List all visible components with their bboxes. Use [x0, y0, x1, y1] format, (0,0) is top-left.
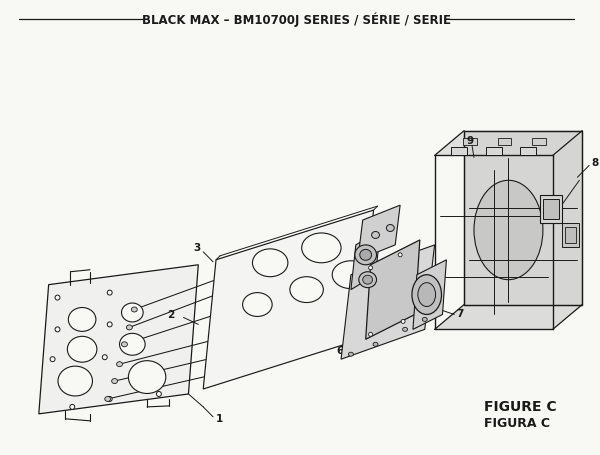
Ellipse shape [107, 396, 112, 401]
Text: FIGURE C: FIGURE C [484, 400, 556, 414]
Ellipse shape [107, 290, 112, 295]
Ellipse shape [360, 249, 371, 260]
Text: 7: 7 [456, 309, 464, 319]
Ellipse shape [67, 336, 97, 362]
Ellipse shape [122, 342, 127, 347]
Bar [451, 147, 467, 156]
Ellipse shape [371, 232, 379, 238]
Text: 9: 9 [466, 136, 473, 146]
Ellipse shape [242, 293, 272, 317]
Ellipse shape [349, 352, 353, 356]
Text: 3: 3 [193, 243, 200, 253]
Text: 4: 4 [326, 313, 334, 323]
Bar [497, 137, 511, 145]
Ellipse shape [474, 180, 543, 280]
Polygon shape [203, 210, 374, 389]
Ellipse shape [55, 327, 60, 332]
Ellipse shape [422, 318, 427, 321]
Text: FIGURA C: FIGURA C [484, 417, 550, 430]
Polygon shape [39, 265, 199, 414]
Polygon shape [365, 240, 420, 339]
Ellipse shape [157, 391, 161, 396]
Polygon shape [434, 131, 582, 156]
Ellipse shape [302, 233, 341, 263]
Polygon shape [351, 230, 380, 290]
Text: 5: 5 [336, 247, 343, 257]
Ellipse shape [386, 224, 394, 232]
Ellipse shape [403, 328, 407, 331]
Polygon shape [553, 131, 582, 329]
Ellipse shape [105, 396, 110, 401]
Ellipse shape [412, 275, 442, 314]
Ellipse shape [359, 272, 377, 288]
Ellipse shape [131, 307, 137, 312]
Ellipse shape [55, 295, 60, 300]
Text: BLACK MAX – BM10700J SERIES / SÉRIE / SERIE: BLACK MAX – BM10700J SERIES / SÉRIE / SE… [142, 12, 451, 26]
Ellipse shape [58, 366, 92, 396]
Polygon shape [341, 245, 434, 359]
Ellipse shape [70, 404, 75, 410]
Bar [540, 195, 562, 223]
Bar [486, 147, 502, 156]
Ellipse shape [398, 253, 402, 257]
Ellipse shape [363, 275, 373, 284]
Text: 2: 2 [167, 310, 174, 320]
Ellipse shape [355, 245, 377, 265]
Bar [543, 199, 559, 219]
Bar [565, 227, 577, 243]
Bar [532, 137, 546, 145]
Ellipse shape [368, 266, 373, 270]
Ellipse shape [290, 277, 323, 303]
Ellipse shape [68, 308, 96, 331]
Ellipse shape [128, 361, 166, 394]
Ellipse shape [253, 249, 288, 277]
Ellipse shape [401, 319, 405, 324]
Polygon shape [464, 131, 582, 304]
Bar [562, 222, 580, 248]
Bar [463, 137, 477, 145]
Polygon shape [434, 304, 582, 329]
Ellipse shape [116, 362, 122, 367]
Ellipse shape [50, 357, 55, 362]
Ellipse shape [418, 283, 436, 307]
Ellipse shape [107, 322, 112, 327]
Ellipse shape [332, 261, 370, 288]
Ellipse shape [103, 355, 107, 360]
Text: 6: 6 [336, 346, 343, 356]
Polygon shape [413, 260, 446, 329]
Ellipse shape [127, 325, 133, 330]
Polygon shape [358, 205, 400, 260]
Ellipse shape [373, 342, 378, 346]
Text: 1: 1 [216, 414, 223, 424]
Ellipse shape [112, 379, 118, 384]
Ellipse shape [122, 303, 143, 322]
Ellipse shape [119, 334, 145, 355]
Ellipse shape [368, 332, 373, 336]
Text: 5: 5 [362, 223, 370, 233]
Bar [520, 147, 536, 156]
Text: 8: 8 [591, 158, 598, 168]
